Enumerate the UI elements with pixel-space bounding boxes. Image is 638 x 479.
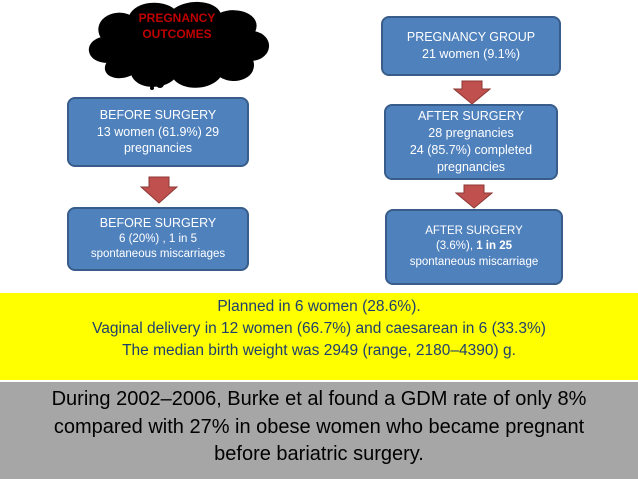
arrow-down-icon: [453, 80, 491, 105]
after-surgery-1-title: AFTER SURGERY: [417, 109, 525, 124]
before-surgery-2-title: BEFORE SURGERY: [99, 216, 217, 231]
after-surgery-2-title: AFTER SURGERY: [425, 224, 523, 237]
before-surgery-box-2: BEFORE SURGERY 6 (20%) , 1 in 5 spontane…: [67, 207, 249, 271]
summary-line-3: The median birth weight was 2949 (range,…: [122, 342, 516, 359]
after-surgery-2-line2: (3.6%), 1 in 25: [436, 239, 512, 255]
summary-line-2: Vaginal delivery in 12 women (66.7%) and…: [92, 320, 546, 337]
summary-line-1: Planned in 6 women (28.6%).: [217, 298, 421, 315]
after-surgery-1-line2: 28 pregnancies: [428, 126, 514, 141]
after-surgery-box-2: AFTER SURGERY (3.6%), 1 in 25 spontaneou…: [385, 209, 563, 285]
arrow-down-icon: [455, 184, 493, 209]
after-surgery-1-line3: 24 (85.7%) completed: [409, 143, 533, 157]
before-surgery-1-line3: pregnancies: [123, 141, 193, 156]
footer-line-3: before bariatric surgery.: [214, 443, 424, 466]
footer-line-2: compared with 27% in obese women who bec…: [53, 415, 585, 438]
after-surgery-box-1: AFTER SURGERY 28 pregnancies 24 (85.7%) …: [384, 104, 558, 180]
cloud-label: PREGNANCY OUTCOMES: [78, 10, 276, 42]
footer-band: During 2002–2006, Burke et al found a GD…: [0, 382, 638, 479]
footer-line-1: During 2002–2006, Burke et al found a GD…: [51, 388, 587, 410]
after-surgery-2-line2-prefix: (3.6%),: [435, 240, 477, 253]
cloud-line-2: OUTCOMES: [142, 27, 212, 42]
before-surgery-1-title: BEFORE SURGERY: [99, 107, 217, 122]
cloud-line-1: PREGNANCY: [138, 11, 216, 25]
cloud-shape: [89, 2, 269, 90]
summary-band: Planned in 6 women (28.6%). Vaginal deli…: [0, 293, 638, 380]
pregnancy-group-title: PREGNANCY GROUP: [406, 30, 536, 45]
after-surgery-2-line3: spontaneous miscarriage: [409, 255, 539, 268]
after-surgery-2-line2-bold: 1 in 25: [476, 240, 513, 253]
pregnancy-group-box: PREGNANCY GROUP 21 women (9.1%): [381, 16, 561, 76]
before-surgery-2-line2: 6 (20%) , 1 in 5: [119, 232, 197, 245]
before-surgery-2-line3: spontaneous miscarriages: [90, 248, 226, 261]
before-surgery-1-line2: 13 women (61.9%) 29: [96, 124, 220, 139]
before-surgery-box-1: BEFORE SURGERY 13 women (61.9%) 29 pregn…: [67, 97, 249, 167]
arrow-down-icon: [140, 176, 178, 204]
pregnancy-group-line2: 21 women (9.1%): [422, 47, 520, 61]
after-surgery-1-line4: pregnancies: [436, 159, 506, 174]
